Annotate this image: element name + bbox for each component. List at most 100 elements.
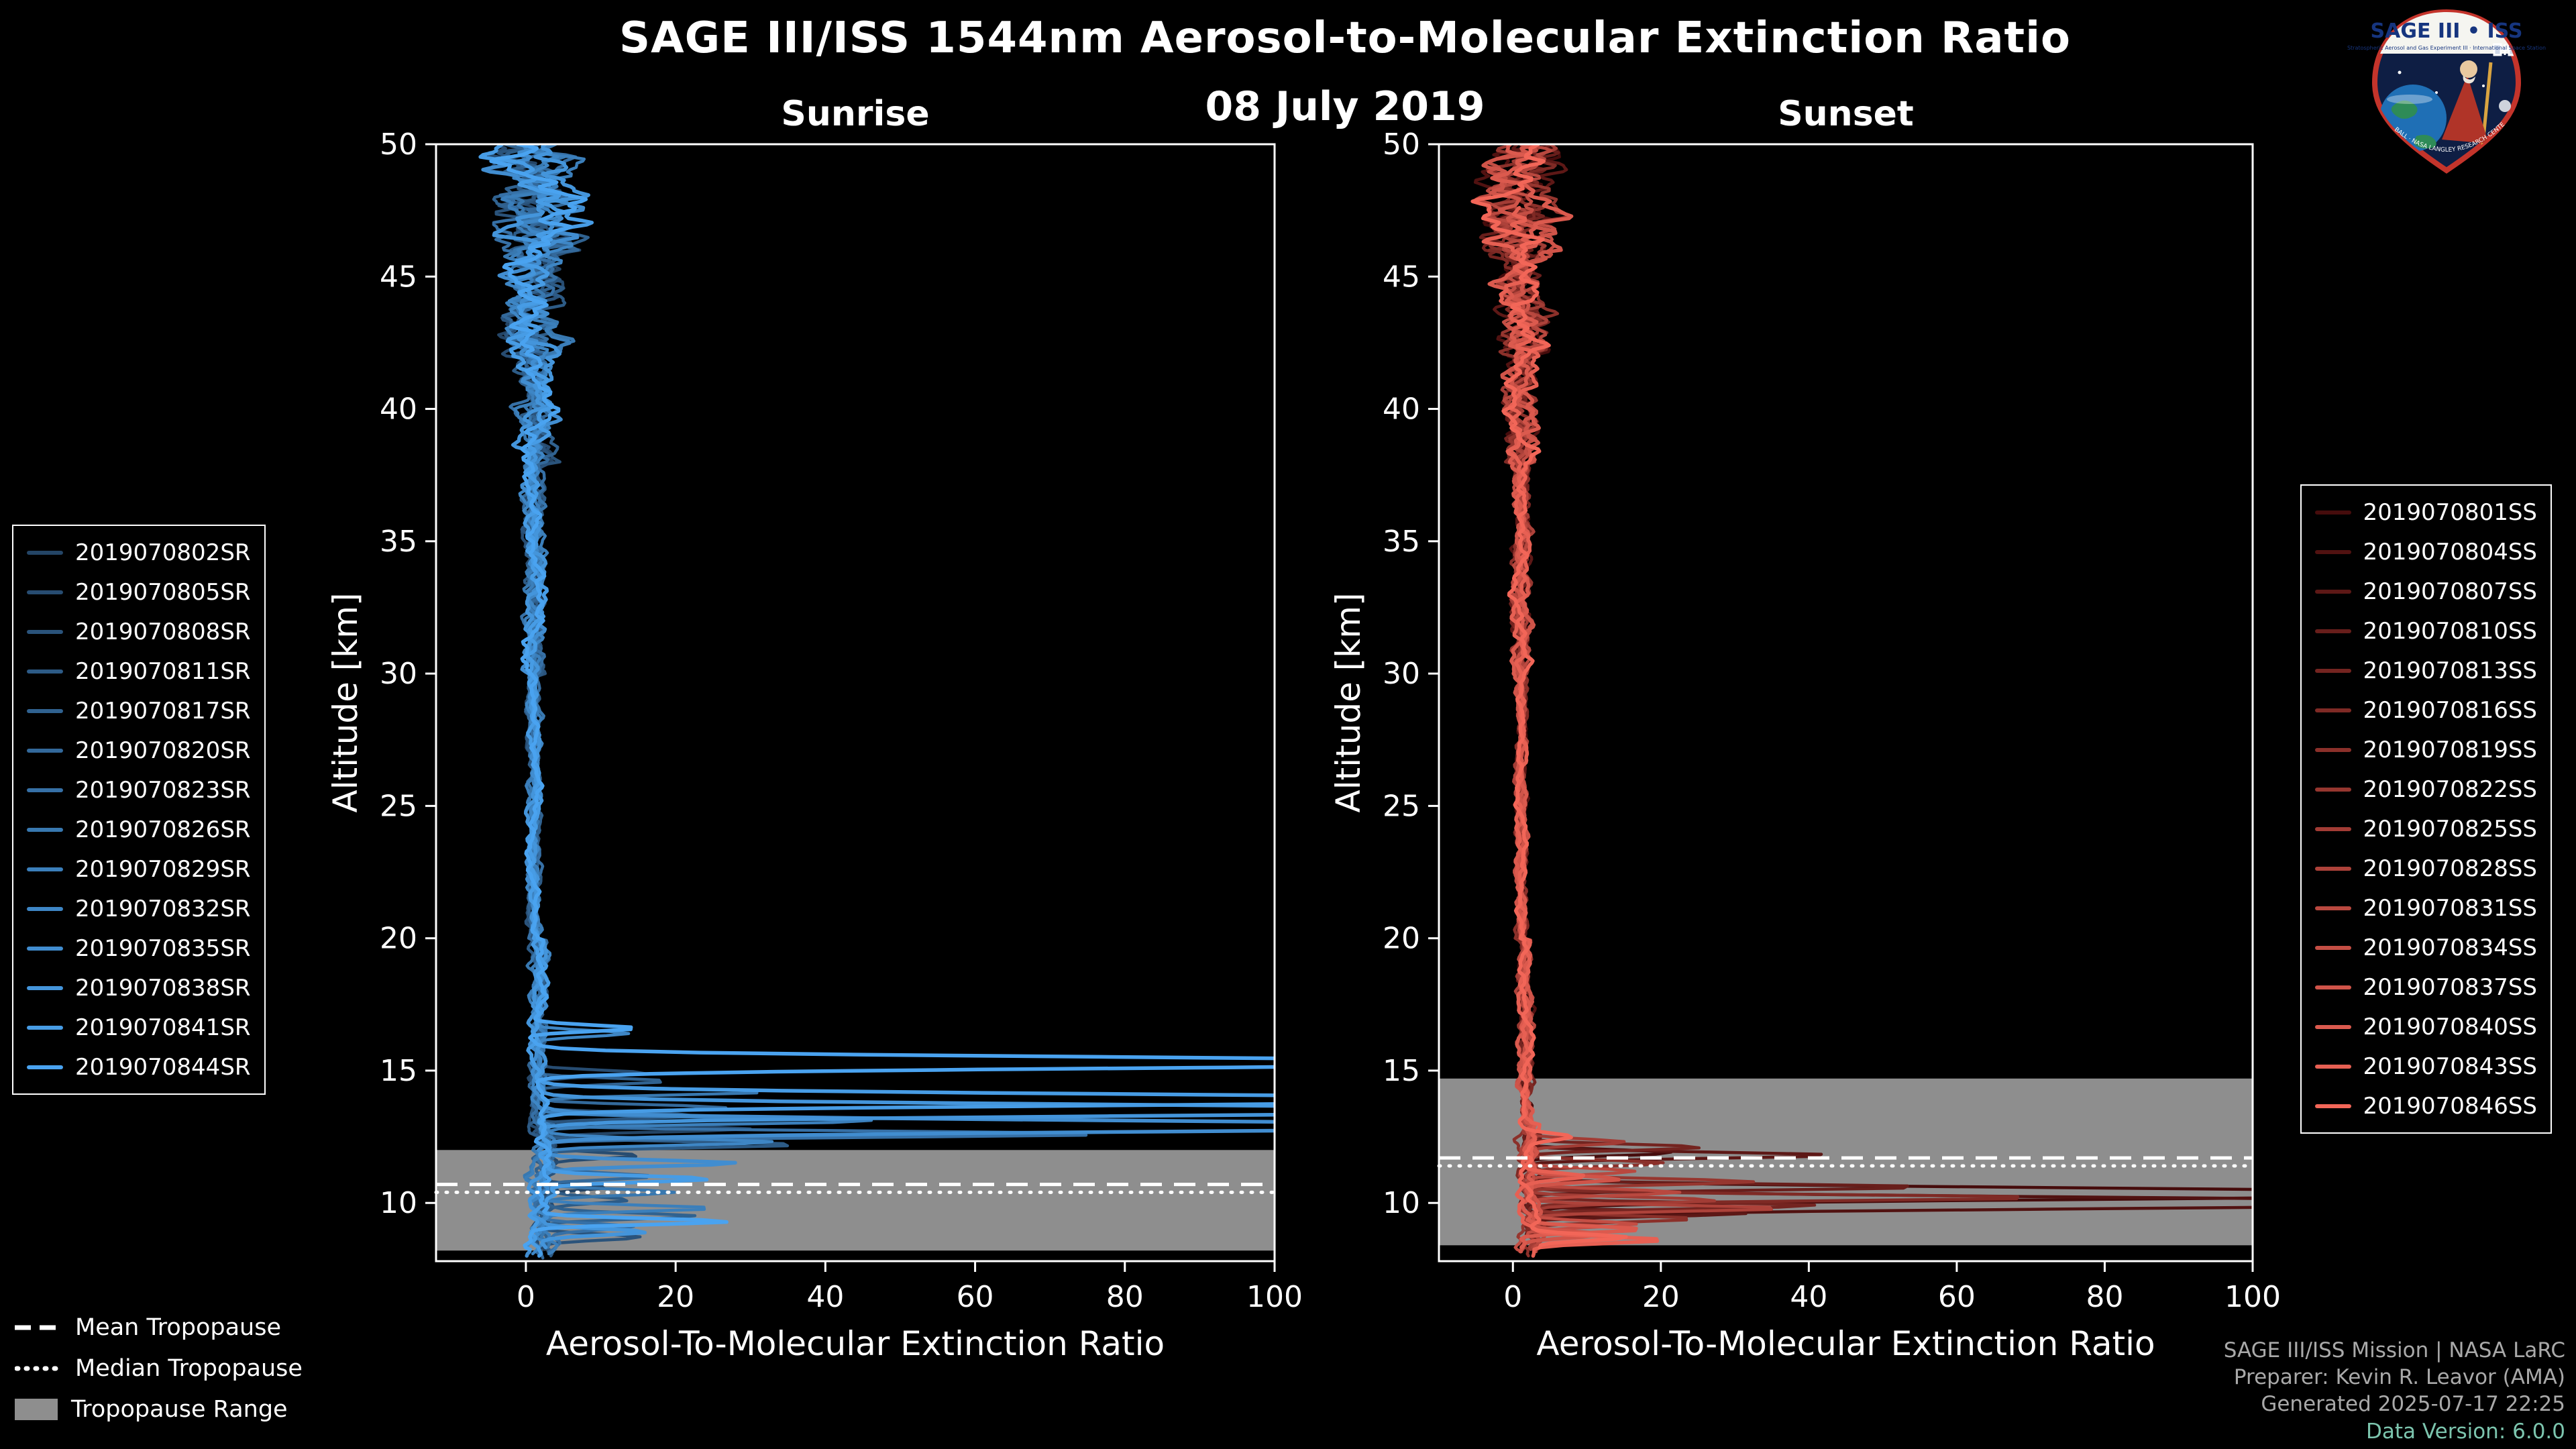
legend-line-swatch xyxy=(27,590,63,594)
y-tick-label: 35 xyxy=(380,525,417,559)
legend-event-label: 2019070804SS xyxy=(2363,538,2537,566)
legend-event-label: 2019070811SR xyxy=(75,657,251,685)
x-tick-label: 20 xyxy=(657,1280,694,1314)
legend-event-label: 2019070840SS xyxy=(2363,1013,2537,1040)
legend-event-label: 2019070801SS xyxy=(2363,498,2537,526)
legend-event-label: 2019070828SS xyxy=(2363,855,2537,882)
legend-item: 2019070811SR xyxy=(27,651,251,691)
y-tick-label: 30 xyxy=(1383,657,1420,691)
legend-line-swatch xyxy=(2314,906,2351,910)
legend-line-swatch xyxy=(27,748,63,753)
legend-line-swatch xyxy=(2314,1104,2351,1108)
legend-item: 2019070840SS xyxy=(2314,1007,2537,1046)
legend-line-swatch xyxy=(27,550,63,555)
legend-line-swatch xyxy=(2314,826,2351,831)
legend-line-swatch xyxy=(2314,1064,2351,1069)
footer-mission-line: SAGE III/ISS Mission | NASA LaRC xyxy=(2223,1338,2565,1362)
legend-event-label: 2019070832SR xyxy=(75,895,251,922)
x-tick-label: 0 xyxy=(517,1280,535,1314)
legend-item: 2019070823SR xyxy=(27,770,251,810)
legend-item: 2019070807SS xyxy=(2314,572,2537,611)
legend-line-swatch xyxy=(2314,866,2351,871)
legend-item: 2019070846SS xyxy=(2314,1086,2537,1126)
legend-line-swatch xyxy=(2314,1024,2351,1029)
legend-item: 2019070804SS xyxy=(2314,532,2537,572)
legend-item: 2019070813SS xyxy=(2314,651,2537,690)
legend-event-label: 2019070822SS xyxy=(2363,775,2537,803)
footer-credits: SAGE III/ISS Mission | NASA LaRC Prepare… xyxy=(2224,1337,2565,1445)
legend-event-label: 2019070834SS xyxy=(2363,934,2537,961)
legend-item: 2019070835SR xyxy=(27,928,251,968)
moon-icon xyxy=(2499,100,2511,112)
dotted-line-swatch-icon xyxy=(15,1366,62,1371)
x-tick-label: 0 xyxy=(1503,1280,1522,1314)
legend-item: 2019070819SS xyxy=(2314,730,2537,769)
tropopause-range-band-sunrise xyxy=(436,1150,1275,1251)
mission-patch-icon: SAGE III • ISS Stratospheric Aerosol and… xyxy=(2334,1,2546,174)
legend-line-swatch xyxy=(27,708,63,713)
y-axis-title-sunset: Altitude [km] xyxy=(1329,593,1368,813)
legend-event-label: 2019070826SR xyxy=(75,816,251,843)
legend-line-swatch xyxy=(27,1025,63,1030)
legend-item: 2019070810SS xyxy=(2314,611,2537,651)
y-tick-label: 45 xyxy=(380,260,417,294)
legend-item: 2019070808SR xyxy=(27,612,251,651)
legend-item: 2019070817SR xyxy=(27,691,251,731)
dashed-line-swatch-icon xyxy=(15,1325,62,1330)
legend-item: 2019070816SS xyxy=(2314,690,2537,730)
y-tick-label: 50 xyxy=(1383,127,1420,162)
legend-item: 2019070822SS xyxy=(2314,769,2537,809)
y-tick-label: 15 xyxy=(380,1054,417,1088)
x-axis-title-sunset: Aerosol-To-Molecular Extinction Ratio xyxy=(1536,1324,2155,1363)
profile-series-2019070841SR xyxy=(478,144,1275,1258)
sunset-panel-title: Sunset xyxy=(1778,94,1914,134)
y-tick-label: 10 xyxy=(380,1186,417,1220)
legend-line-swatch xyxy=(27,669,63,674)
x-tick-label: 100 xyxy=(1246,1280,1303,1314)
legend-event-label: 2019070808SR xyxy=(75,618,251,645)
legend-line-swatch xyxy=(2314,668,2351,673)
legend-event-label: 2019070807SS xyxy=(2363,578,2537,605)
legend-event-label: 2019070829SR xyxy=(75,855,251,883)
legend-item: 2019070838SR xyxy=(27,968,251,1008)
x-tick-label: 100 xyxy=(2224,1280,2281,1314)
legend-item: 2019070832SR xyxy=(27,889,251,928)
legend-line-swatch xyxy=(2314,589,2351,594)
gray-band-swatch-icon xyxy=(15,1398,58,1420)
legend-event-label: 2019070843SS xyxy=(2363,1053,2537,1080)
y-tick-label: 50 xyxy=(380,127,417,162)
legend-item: 2019070831SS xyxy=(2314,888,2537,928)
legend-event-label: 2019070823SR xyxy=(75,776,251,804)
patch-subtitle-text: Stratospheric Aerosol and Gas Experiment… xyxy=(2347,45,2546,51)
y-tick-label: 10 xyxy=(1383,1186,1420,1220)
y-tick-label: 25 xyxy=(380,789,417,823)
profile-series-2019070843SS xyxy=(1481,205,1660,1258)
legend-line-swatch xyxy=(27,985,63,990)
legend-item: 2019070826SR xyxy=(27,810,251,849)
legend-event-label: 2019070805SR xyxy=(75,578,251,606)
x-tick-label: 80 xyxy=(1106,1280,1144,1314)
legend-event-label: 2019070844SR xyxy=(75,1053,251,1081)
legend-line-swatch xyxy=(27,1065,63,1069)
mean-tropopause-legend-item: Mean Tropopause xyxy=(15,1307,303,1348)
y-axis-title-sunrise: Altitude [km] xyxy=(326,593,365,813)
legend-item: 2019070844SR xyxy=(27,1047,251,1087)
legend-line-swatch xyxy=(2314,549,2351,554)
x-tick-label: 60 xyxy=(1938,1280,1976,1314)
footer-generated-line: Generated 2025-07-17 22:25 xyxy=(2261,1392,2565,1417)
sunset-legend-box: 2019070801SS 2019070804SS 2019070807SS 2019… xyxy=(2300,484,2552,1134)
sage3-iss-mission-patch: SAGE III • ISS Stratospheric Aerosol and… xyxy=(2334,1,2557,179)
legend-item: 2019070805SR xyxy=(27,572,251,612)
y-tick-label: 30 xyxy=(380,657,417,691)
legend-item: 2019070801SS xyxy=(2314,492,2537,532)
legend-event-label: 2019070817SR xyxy=(75,697,251,724)
legend-line-swatch xyxy=(27,788,63,792)
legend-item: 2019070834SS xyxy=(2314,928,2537,967)
y-tick-label: 35 xyxy=(1383,525,1420,559)
legend-event-label: 2019070802SR xyxy=(75,539,251,566)
legend-event-label: 2019070838SR xyxy=(75,974,251,1002)
sage-figure-icon xyxy=(2442,75,2489,144)
legend-line-swatch xyxy=(27,629,63,634)
legend-item: 2019070828SS xyxy=(2314,849,2537,888)
tropopause-range-label: Tropopause Range xyxy=(71,1395,288,1423)
